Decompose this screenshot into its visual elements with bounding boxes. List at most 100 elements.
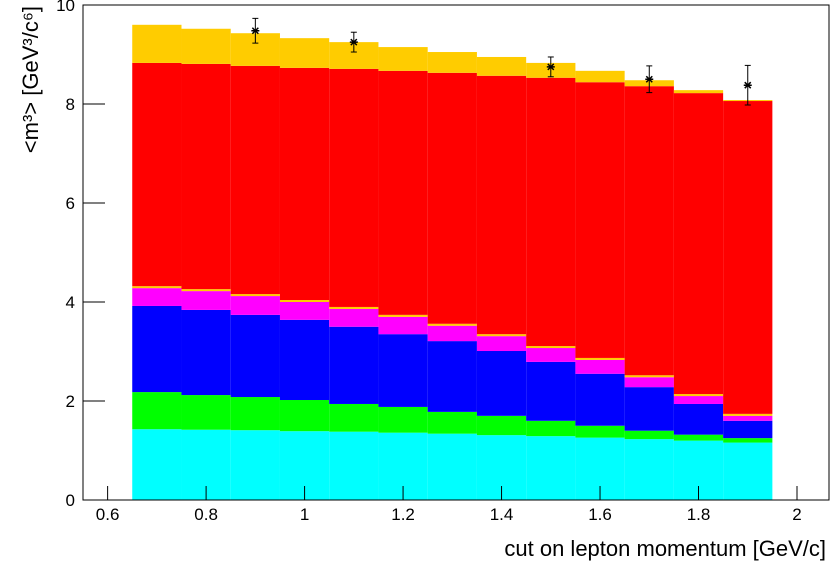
bar-segment: [624, 387, 674, 431]
bar-segment: [575, 425, 625, 438]
bar-segment: [132, 305, 182, 393]
bar-segment: [723, 101, 773, 414]
bar-segment: [181, 63, 231, 290]
data-point: [349, 38, 358, 46]
x-tick-label: 2: [792, 505, 801, 524]
data-point: [546, 63, 555, 71]
bar-segment: [723, 413, 773, 416]
bar-segment: [132, 429, 182, 500]
bar-segment: [575, 357, 625, 360]
bar-segment: [279, 400, 330, 432]
bar-segment: [476, 334, 527, 337]
data-point: [251, 27, 260, 35]
bar-segment: [575, 82, 625, 358]
bar-segment: [329, 403, 379, 432]
bar-segment: [427, 411, 477, 434]
bar-segment: [476, 351, 527, 416]
bar-segment: [378, 47, 428, 71]
bar-segment: [723, 438, 773, 443]
bar-segment: [476, 336, 527, 352]
bar-segment: [378, 334, 428, 407]
bar-segment: [624, 430, 674, 440]
bar-segment: [230, 314, 280, 398]
bar-segment: [624, 439, 674, 500]
bar-segment: [624, 377, 674, 388]
bar-segment: [427, 325, 477, 342]
y-tick-label: 10: [56, 0, 75, 15]
bar-segment: [427, 72, 477, 324]
y-tick-label: 2: [66, 392, 75, 411]
x-tick-label: 1.6: [588, 505, 612, 524]
bar-segment: [575, 373, 625, 426]
bar-segment: [230, 65, 280, 295]
data-point: [645, 75, 654, 83]
bar-segment: [329, 431, 379, 500]
bar-segment: [378, 314, 428, 317]
x-tick-label: 1.8: [687, 505, 711, 524]
bar-segment: [329, 306, 379, 309]
bar-segment: [132, 288, 182, 306]
bar-segment: [181, 289, 231, 292]
bar-segment: [526, 346, 576, 349]
bar-segment: [230, 296, 280, 315]
bar-segment: [230, 430, 280, 500]
bar-segment: [427, 323, 477, 326]
y-axis-title: <m³> [GeV³/c⁶]: [18, 6, 43, 153]
bar-segment: [181, 291, 231, 310]
bar-segment: [427, 433, 477, 500]
data-point: [743, 81, 752, 89]
bar-segment: [526, 348, 576, 362]
bar-segment: [230, 397, 280, 431]
bar-segment: [378, 316, 428, 335]
bar-segment: [526, 436, 576, 500]
bar-segment: [673, 90, 724, 94]
bar-segment: [427, 52, 477, 73]
bar-segment: [132, 62, 182, 287]
bar-segment: [132, 392, 182, 430]
y-tick-label: 0: [66, 491, 75, 510]
bar-segment: [723, 415, 773, 421]
bar-segment: [279, 38, 330, 68]
bar-segment: [181, 309, 231, 396]
bar-segment: [132, 286, 182, 289]
bar-segment: [526, 77, 576, 347]
bar-segment: [673, 394, 724, 397]
bar-segment: [673, 93, 724, 395]
plot-frame: [82, 4, 830, 501]
bar-segment: [723, 420, 773, 439]
bar-segment: [378, 70, 428, 315]
bar-segment: [624, 375, 674, 378]
x-axis-title: cut on lepton momentum [GeV/c]: [504, 536, 826, 561]
bar-segment: [526, 420, 576, 437]
bar-segment: [526, 361, 576, 421]
bar-segment: [673, 403, 724, 435]
bar-segment: [230, 294, 280, 297]
bar-segment: [575, 70, 625, 83]
bar-segment: [476, 75, 527, 335]
bar-segment: [181, 395, 231, 430]
bar-segment: [279, 302, 330, 320]
x-tick-label: 1.2: [391, 505, 415, 524]
y-tick-label: 4: [66, 293, 75, 312]
bar-segment: [476, 415, 527, 436]
bar-segment: [575, 359, 625, 374]
bar-segment: [279, 67, 330, 301]
x-tick-label: 0.8: [194, 505, 218, 524]
x-tick-label: 0.6: [96, 505, 120, 524]
x-tick-label: 1.4: [490, 505, 514, 524]
bar-segment: [378, 406, 428, 433]
y-tick-label: 8: [66, 95, 75, 114]
bar-segment: [723, 442, 773, 500]
bar-segment: [624, 86, 674, 376]
bar-segment: [427, 341, 477, 412]
bar-segment: [132, 24, 182, 63]
bar-segment: [329, 326, 379, 404]
bar-segment: [279, 319, 330, 401]
bar-segment: [673, 434, 724, 441]
y-tick-label: 6: [66, 194, 75, 213]
bar-segment: [181, 28, 231, 64]
bar-segment: [329, 308, 379, 327]
bar-segment: [329, 68, 379, 307]
bar-segment: [279, 300, 330, 302]
